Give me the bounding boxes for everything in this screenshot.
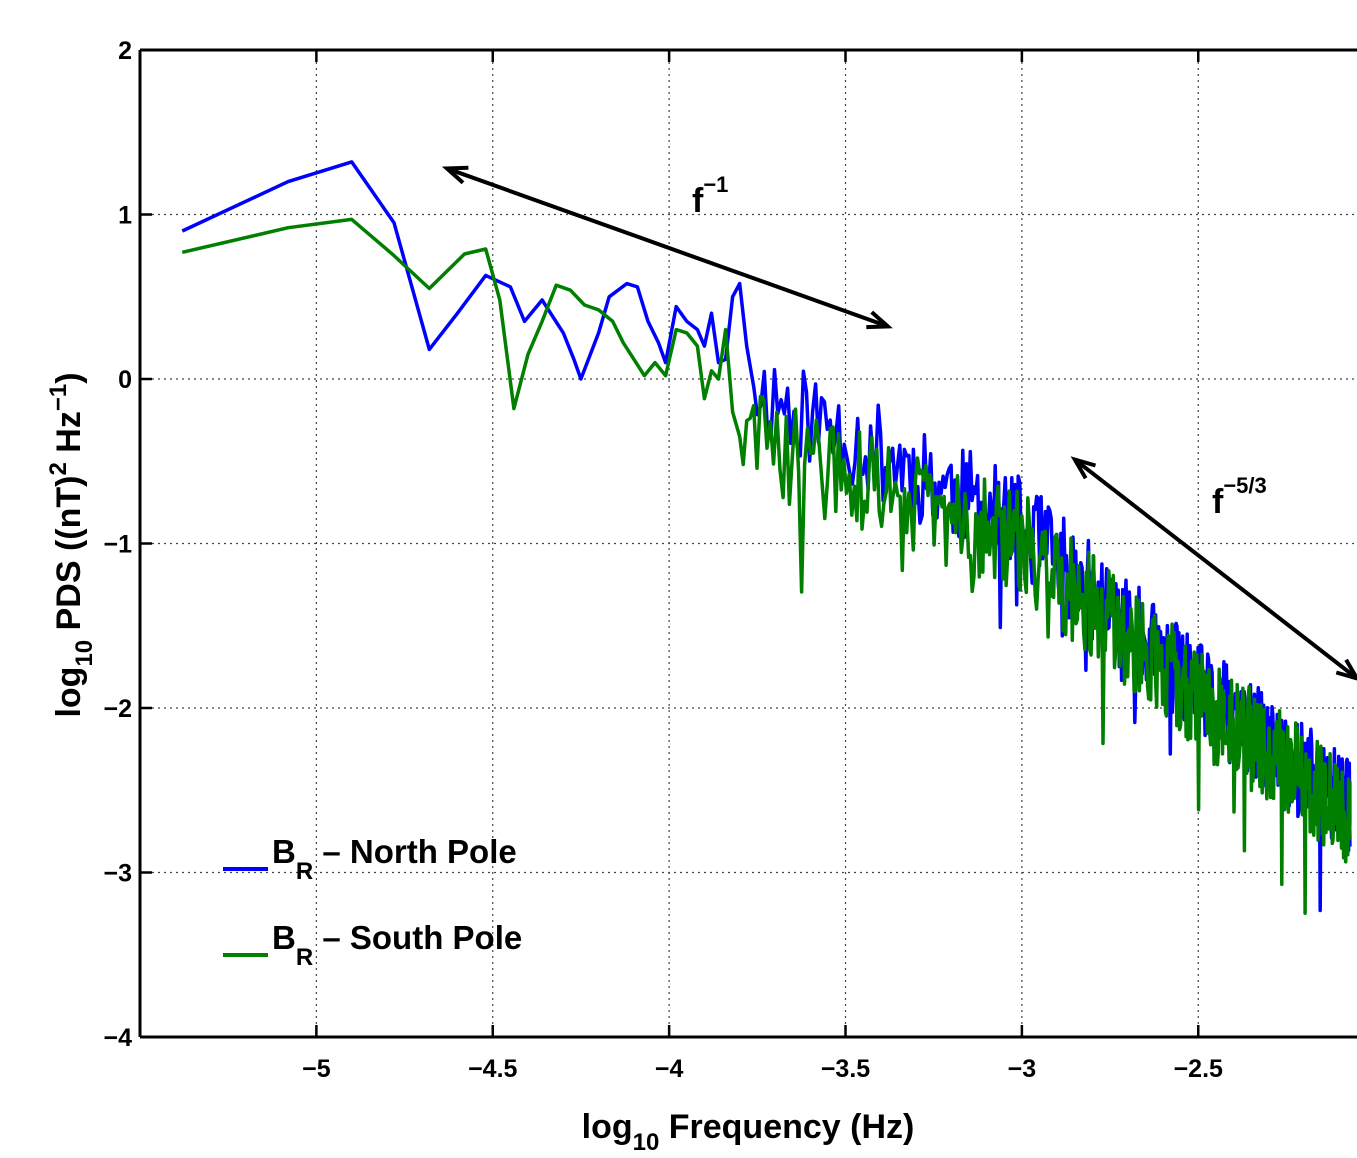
x-tick-label-1: −4.5 [468, 1055, 517, 1083]
y-tick-label-4: −2 [103, 695, 132, 723]
annotation-arrowhead-end-1 [1335, 658, 1357, 681]
x-tick-label-5: −2.5 [1174, 1055, 1223, 1083]
series-line-1 [181, 217, 1352, 916]
annotation-label-0: f−1 [692, 172, 728, 220]
y-tick-label-2: 0 [118, 366, 132, 394]
annotation-arrowhead-end-0 [866, 310, 893, 330]
legend: BR – North Pole BR – South Pole [223, 833, 522, 971]
x-tick-label-4: −3 [1008, 1055, 1037, 1083]
y-axis-label: log10 PDS ((nT)2 Hz−1) [45, 372, 98, 717]
y-tick-label-1: 1 [118, 202, 132, 230]
tick-labels: −5 −4.5 −4 −3.5 −3 −2.5 2 1 0 −1 −2 −3 −4 [103, 37, 1223, 1083]
y-tick-label-5: −3 [103, 860, 132, 888]
series-group [181, 160, 1352, 916]
annotation-arrowhead-start-1 [1070, 456, 1097, 480]
annotation-label-1: f−5/3 [1212, 473, 1267, 521]
annotation-arrow-0 [446, 166, 889, 329]
y-tick-label-6: −4 [103, 1024, 132, 1052]
x-tick-label-3: −3.5 [821, 1055, 870, 1083]
legend-label-1: BR – South Pole [272, 919, 522, 971]
y-tick-label-3: −1 [103, 531, 132, 559]
legend-label-0: BR – North Pole [272, 833, 517, 885]
annotation-arrow-1 [1073, 458, 1357, 680]
x-tick-label-0: −5 [302, 1055, 331, 1083]
annotations: f−1 f−5/3 [441, 165, 1357, 681]
x-tick-label-2: −4 [655, 1055, 684, 1083]
axes [138, 48, 1357, 1039]
annotation-arrowhead-start-0 [441, 165, 469, 185]
x-axis-label: log10 Frequency (Hz) [582, 1108, 915, 1156]
y-tick-label-0: 2 [118, 37, 132, 65]
